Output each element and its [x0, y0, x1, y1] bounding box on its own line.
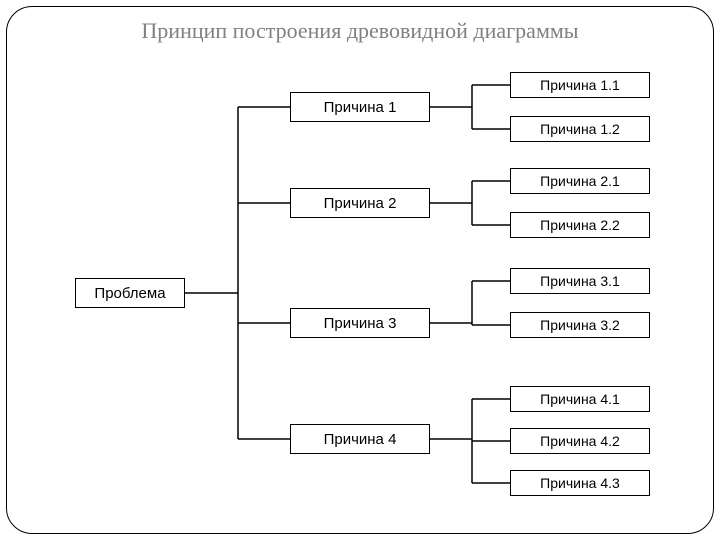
tree-l2-5: Причина 3.2 — [510, 312, 650, 338]
diagram-title: Принцип построения древовидной диаграммы — [0, 18, 720, 44]
tree-l2-0: Причина 1.1 — [510, 72, 650, 98]
tree-l2-1: Причина 1.2 — [510, 116, 650, 142]
tree-l1-2: Причина 3 — [290, 308, 430, 338]
tree-root: Проблема — [75, 278, 185, 308]
tree-l1-3: Причина 4 — [290, 424, 430, 454]
tree-l1-0: Причина 1 — [290, 92, 430, 122]
tree-l2-4: Причина 3.1 — [510, 268, 650, 294]
tree-l2-8: Причина 4.3 — [510, 470, 650, 496]
tree-l2-3: Причина 2.2 — [510, 212, 650, 238]
tree-l2-7: Причина 4.2 — [510, 428, 650, 454]
tree-l2-6: Причина 4.1 — [510, 386, 650, 412]
tree-l2-2: Причина 2.1 — [510, 168, 650, 194]
tree-l1-1: Причина 2 — [290, 188, 430, 218]
